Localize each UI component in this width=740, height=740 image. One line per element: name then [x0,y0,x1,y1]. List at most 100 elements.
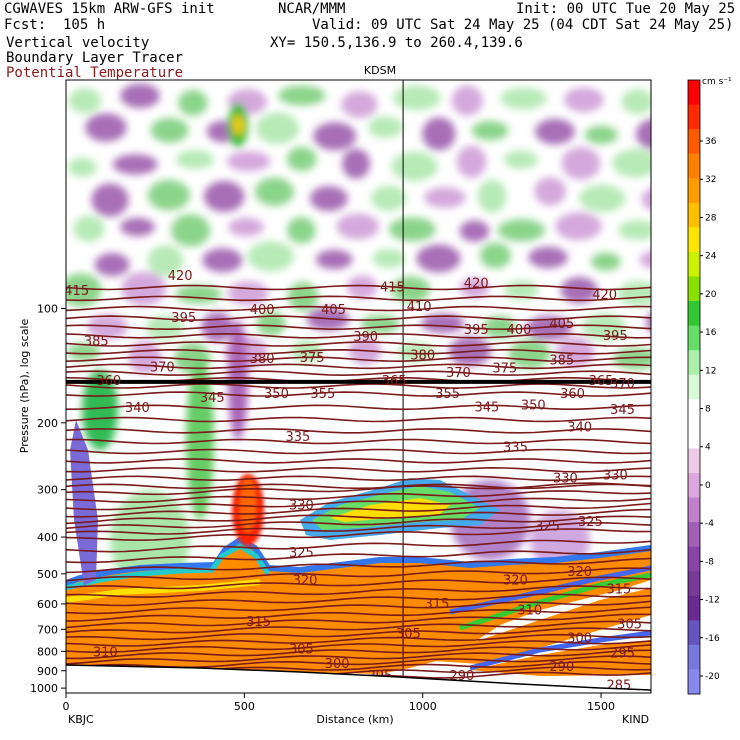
y-tick-label: 400 [37,531,58,544]
theta-contour-label: 315 [425,597,450,612]
w-cell [584,125,618,145]
x-tick-label: 0 [63,700,70,713]
theta-contour [66,416,651,423]
w-cell [422,117,456,151]
colorbar-swatch [688,202,700,228]
colorbar-swatch [688,497,700,523]
theta-contour-label: 400 [250,303,275,318]
theta-contour-label: 315 [246,615,271,630]
theta-contour-label: 325 [535,519,560,534]
theta-contour [66,613,651,629]
theta-contour [66,539,651,553]
theta-contour-label: 400 [507,323,532,338]
y-tick-label: 200 [37,417,58,430]
w-cell [336,213,380,240]
w-cell [94,252,130,277]
colorbar-swatch [688,448,700,474]
theta-contour-label: 380 [250,352,275,367]
station-top-label: KDSM [364,64,396,77]
w-cell [147,245,184,277]
theta-contour-label: 345 [200,391,225,406]
w-cell [563,87,604,112]
theta-contour [66,284,651,291]
colorbar-label: 28 [705,213,717,223]
w-cell [171,214,211,247]
w-cell [346,275,378,299]
w-cell [424,187,466,208]
y-tick-label: 900 [37,665,58,678]
colorbar-label: 0 [705,481,711,491]
theta-contour [66,528,651,542]
w-cell [617,281,651,307]
w-cell [508,339,551,369]
w-cell [534,177,566,206]
w-cell [471,120,509,141]
w-cell [590,252,621,271]
w-cell [73,215,105,242]
theta-contour [66,482,651,496]
theta-contour-label: 335 [503,440,528,455]
w-cell [120,217,155,237]
theta-contour-label: 395 [464,323,489,338]
theta-contour-label: 415 [64,284,89,299]
w-cell [500,87,547,110]
colorbar-swatch [688,546,700,572]
theta-contour-label: 365 [589,374,614,389]
theta-contour [66,332,651,339]
w-cell [528,246,568,269]
theta-contour [66,404,651,411]
colorbar-label: -20 [705,672,720,682]
w-cell [561,147,601,180]
w-cell [371,185,407,211]
w-cell [367,116,404,138]
w-cell [67,157,97,177]
colorbar-label: -16 [705,634,720,644]
theta-contour-label: 370 [150,361,175,376]
theta-contour [66,497,651,511]
theta-contour-label: 370 [610,377,635,392]
w-cell [178,89,208,116]
theta-contour-label: 345 [475,400,500,415]
theta-contour-label: 310 [517,604,542,619]
colorbar-swatch [688,104,700,130]
theta-contour [66,458,651,464]
w-cell [313,122,357,151]
w-cell [150,117,189,143]
colorbar-swatch [688,350,700,376]
theta-contour [66,483,651,490]
w-cell [228,217,264,237]
w-cell [581,313,626,341]
theta-contour-label: 355 [310,387,335,402]
colorbar-swatch [688,571,700,597]
w-cell [372,249,406,268]
colorbar-unit: cm s⁻¹ [702,77,732,87]
theta-contour [66,383,651,389]
colorbar-label: -8 [705,557,714,567]
theta-contour-label: 385 [84,334,109,349]
model-title: CGWAVES 15km ARW-GFS init [4,1,215,17]
w-cell [175,285,222,304]
theta-contour-label: 315 [606,583,631,598]
theta-contour [66,576,651,590]
colorbar-label: 16 [705,328,717,338]
theta-contour [66,521,651,535]
cross-section-endpoints: XY= 150.5,136.9 to 260.4,139.6 [270,35,523,51]
colorbar-swatch [688,522,700,548]
y-tick-label: 1000 [30,682,58,695]
colorbar-swatch [688,227,700,253]
x-tick-label: 500 [234,700,255,713]
w-cell [203,180,245,213]
theta-contour [66,567,651,582]
theta-contour-label: 405 [549,317,574,332]
theta-contour [66,295,651,302]
w-cell [497,219,545,242]
forecast-hour: Fcst: 105 h [4,17,106,33]
colorbar-swatch [688,423,700,449]
theta-contour-label: 360 [560,387,585,402]
station-right-label: KIND [622,713,649,726]
y-tick-label: 600 [37,598,58,611]
theta-contour [66,627,651,641]
w-cell [255,112,300,145]
theta-contour-label: 295 [610,646,635,661]
w-cell [612,148,651,178]
